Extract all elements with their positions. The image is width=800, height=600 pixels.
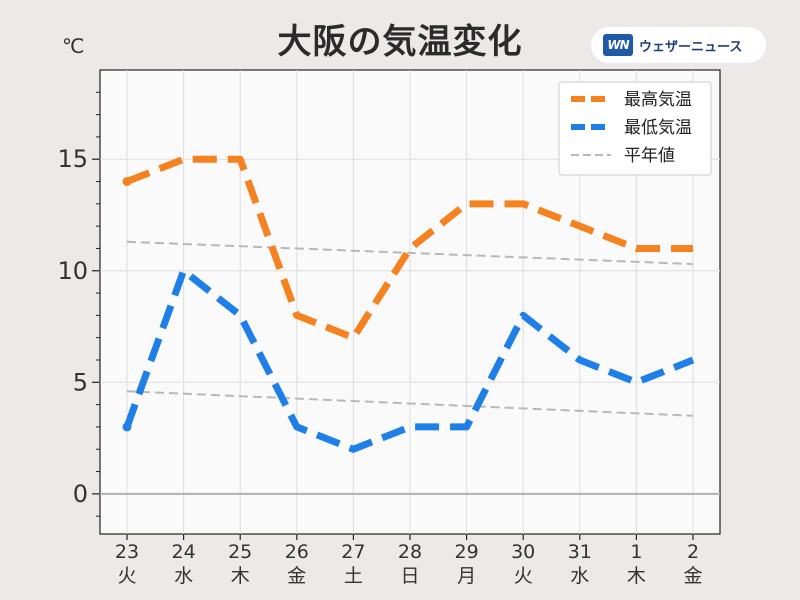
weathernews-logo-icon: WN bbox=[603, 34, 633, 56]
x-tick-day: 27 bbox=[341, 541, 365, 563]
x-tick-day: 26 bbox=[285, 541, 309, 563]
x-tick-weekday: 土 bbox=[344, 565, 363, 587]
x-tick-day: 1 bbox=[630, 541, 642, 563]
legend-label: 最低気温 bbox=[624, 118, 692, 138]
x-tick-weekday: 金 bbox=[683, 565, 702, 587]
x-tick-weekday: 水 bbox=[174, 565, 193, 587]
y-tick-label: 0 bbox=[73, 480, 88, 508]
x-tick-weekday: 木 bbox=[231, 565, 250, 587]
brand-name: ウェザーニュース bbox=[639, 39, 743, 55]
series-normal-low-line bbox=[126, 390, 694, 417]
y-tick-label: 10 bbox=[57, 257, 88, 285]
series-min-line bbox=[123, 267, 695, 453]
legend-label: 平年値 bbox=[624, 146, 675, 166]
x-tick-day: 2 bbox=[687, 541, 699, 563]
x-tick-weekday: 火 bbox=[514, 565, 533, 587]
series-min-start-point bbox=[122, 422, 132, 432]
series-normal-high-line bbox=[126, 240, 694, 266]
x-tick-weekday: 金 bbox=[287, 565, 306, 587]
x-tick-weekday: 月 bbox=[457, 565, 476, 587]
x-tick-day: 28 bbox=[398, 541, 422, 563]
legend-label: 最高気温 bbox=[624, 90, 692, 110]
x-tick-day: 29 bbox=[455, 541, 479, 563]
x-tick-day: 23 bbox=[115, 541, 139, 563]
x-tick-weekday: 火 bbox=[117, 565, 136, 587]
x-tick-day: 31 bbox=[568, 541, 592, 563]
x-tick-day: 30 bbox=[511, 541, 535, 563]
series-max-start-point bbox=[122, 177, 132, 187]
x-tick-weekday: 水 bbox=[570, 565, 589, 587]
legend-box bbox=[558, 81, 712, 176]
brand-badge: WN ウェザーニュース bbox=[591, 27, 766, 63]
x-tick-weekday: 木 bbox=[627, 565, 646, 587]
x-tick-weekday: 日 bbox=[400, 565, 419, 587]
y-tick-label: 5 bbox=[73, 368, 88, 396]
y-axis-unit: ℃ bbox=[62, 34, 85, 58]
x-tick-day: 25 bbox=[228, 541, 252, 563]
x-tick-day: 24 bbox=[172, 541, 196, 563]
chart-title: 大阪の気温変化 bbox=[277, 22, 523, 62]
y-tick-label: 15 bbox=[57, 145, 88, 173]
